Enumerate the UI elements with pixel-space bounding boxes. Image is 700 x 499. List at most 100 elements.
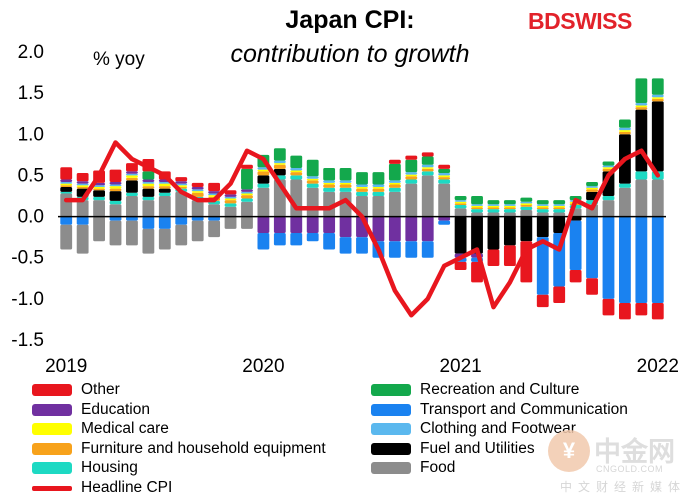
bar-segment bbox=[536, 204, 549, 206]
bar-segment bbox=[635, 179, 648, 217]
bar-segment bbox=[306, 216, 319, 234]
legend-item: Medical care bbox=[32, 419, 169, 439]
bar-segment bbox=[421, 164, 434, 168]
bar-segment bbox=[126, 163, 138, 172]
brand-part2: SWISS bbox=[560, 8, 632, 34]
bar-segment bbox=[454, 196, 467, 201]
bar-segment bbox=[619, 187, 631, 217]
legend-label: Fuel and Utilities bbox=[420, 439, 535, 457]
y-tick-label: 1.5 bbox=[18, 83, 44, 104]
bar-segment bbox=[224, 203, 237, 207]
legend-item: Other bbox=[32, 380, 120, 400]
bar-segment bbox=[586, 189, 598, 192]
bar-segment bbox=[339, 182, 352, 185]
bar-segment bbox=[520, 206, 533, 210]
bar-segment bbox=[109, 186, 122, 189]
watermark: ¥ 中金网 CNGOLD.COM 中文财经新媒体 bbox=[548, 428, 698, 498]
bar-segment bbox=[76, 200, 89, 217]
chart-subtitle: contribution to growth bbox=[230, 40, 470, 68]
bar-segment bbox=[142, 182, 155, 184]
bar-segment bbox=[339, 168, 352, 181]
bar-segment bbox=[553, 207, 566, 210]
bar-segment bbox=[241, 168, 253, 190]
bar-segment bbox=[487, 216, 500, 250]
bar-segment bbox=[619, 183, 631, 188]
bar-segment bbox=[208, 216, 221, 221]
bar-segment bbox=[651, 94, 664, 98]
bar-segment bbox=[586, 216, 598, 279]
bar-segment bbox=[553, 205, 566, 208]
bar-segment bbox=[651, 78, 664, 95]
legend-swatch bbox=[371, 462, 411, 475]
bar-segment bbox=[651, 97, 664, 99]
bar-segment bbox=[421, 156, 434, 165]
bar-segment bbox=[158, 188, 171, 193]
bar-segment bbox=[273, 148, 286, 161]
bar-segment bbox=[306, 233, 319, 242]
bar-segment bbox=[241, 191, 253, 194]
bar-segment bbox=[454, 205, 467, 209]
bar-segment bbox=[306, 159, 319, 177]
bar-segment bbox=[158, 228, 171, 250]
bar-segment bbox=[158, 183, 171, 187]
bar-segment bbox=[191, 216, 204, 221]
bar-segment bbox=[323, 180, 336, 183]
bar-segment bbox=[76, 183, 89, 186]
bar-segment bbox=[339, 180, 352, 183]
bar-segment bbox=[421, 175, 434, 217]
y-tick-label: -1.5 bbox=[11, 330, 44, 351]
bar-segment bbox=[372, 216, 385, 242]
y-tick-label: -0.5 bbox=[11, 248, 44, 269]
bar-segment bbox=[323, 233, 336, 250]
bar-segment bbox=[142, 216, 155, 229]
bar-segment bbox=[635, 109, 648, 172]
bar-segment bbox=[602, 200, 615, 217]
bar-segment bbox=[175, 216, 188, 225]
bar-segment bbox=[93, 188, 105, 191]
bar-segment bbox=[109, 220, 122, 246]
bar-segment bbox=[224, 200, 237, 204]
bar-segment bbox=[586, 278, 598, 295]
bar-segment bbox=[536, 212, 549, 217]
legend-label: Clothing and Footwear bbox=[420, 420, 576, 438]
y-tick-label: 1.0 bbox=[18, 124, 44, 145]
bar-segment bbox=[257, 183, 270, 188]
bar-segment bbox=[208, 220, 221, 238]
bar-segment bbox=[553, 204, 566, 206]
bar-segment bbox=[306, 176, 319, 179]
legend-label: Furniture and household equipment bbox=[81, 439, 326, 457]
bar-segment bbox=[93, 196, 105, 201]
bar-segment bbox=[60, 216, 73, 225]
bar-segment bbox=[76, 224, 89, 254]
bar-segment bbox=[109, 182, 122, 185]
bar-segment bbox=[520, 203, 533, 206]
x-tick-label: 2021 bbox=[439, 356, 481, 377]
bar-segment bbox=[142, 196, 155, 201]
bar-segment bbox=[503, 207, 516, 210]
bar-segment bbox=[60, 182, 73, 184]
legend-label: Headline CPI bbox=[81, 479, 173, 496]
bar-segment bbox=[257, 187, 270, 217]
bar-segment bbox=[76, 186, 89, 189]
bar-segment bbox=[602, 196, 615, 201]
bar-segment bbox=[454, 201, 467, 204]
bar-segment bbox=[569, 270, 582, 283]
bar-segment bbox=[323, 184, 336, 188]
x-tick-label: 2022 bbox=[637, 356, 679, 377]
bar-segment bbox=[257, 171, 270, 176]
bar-segment bbox=[471, 196, 483, 205]
legend-swatch bbox=[32, 485, 72, 491]
bar-segment bbox=[306, 178, 319, 181]
bar-segment bbox=[109, 188, 122, 192]
bar-segment bbox=[421, 168, 434, 172]
bar-segment bbox=[290, 175, 303, 180]
bar-segment bbox=[520, 216, 533, 242]
bar-segment bbox=[109, 200, 122, 205]
bar-segment bbox=[471, 212, 483, 217]
bar-segment bbox=[471, 216, 483, 254]
legend-item: Fuel and Utilities bbox=[371, 439, 535, 459]
bar-segment bbox=[471, 204, 483, 206]
bar-segment bbox=[109, 191, 122, 201]
bar-segment bbox=[619, 216, 631, 303]
